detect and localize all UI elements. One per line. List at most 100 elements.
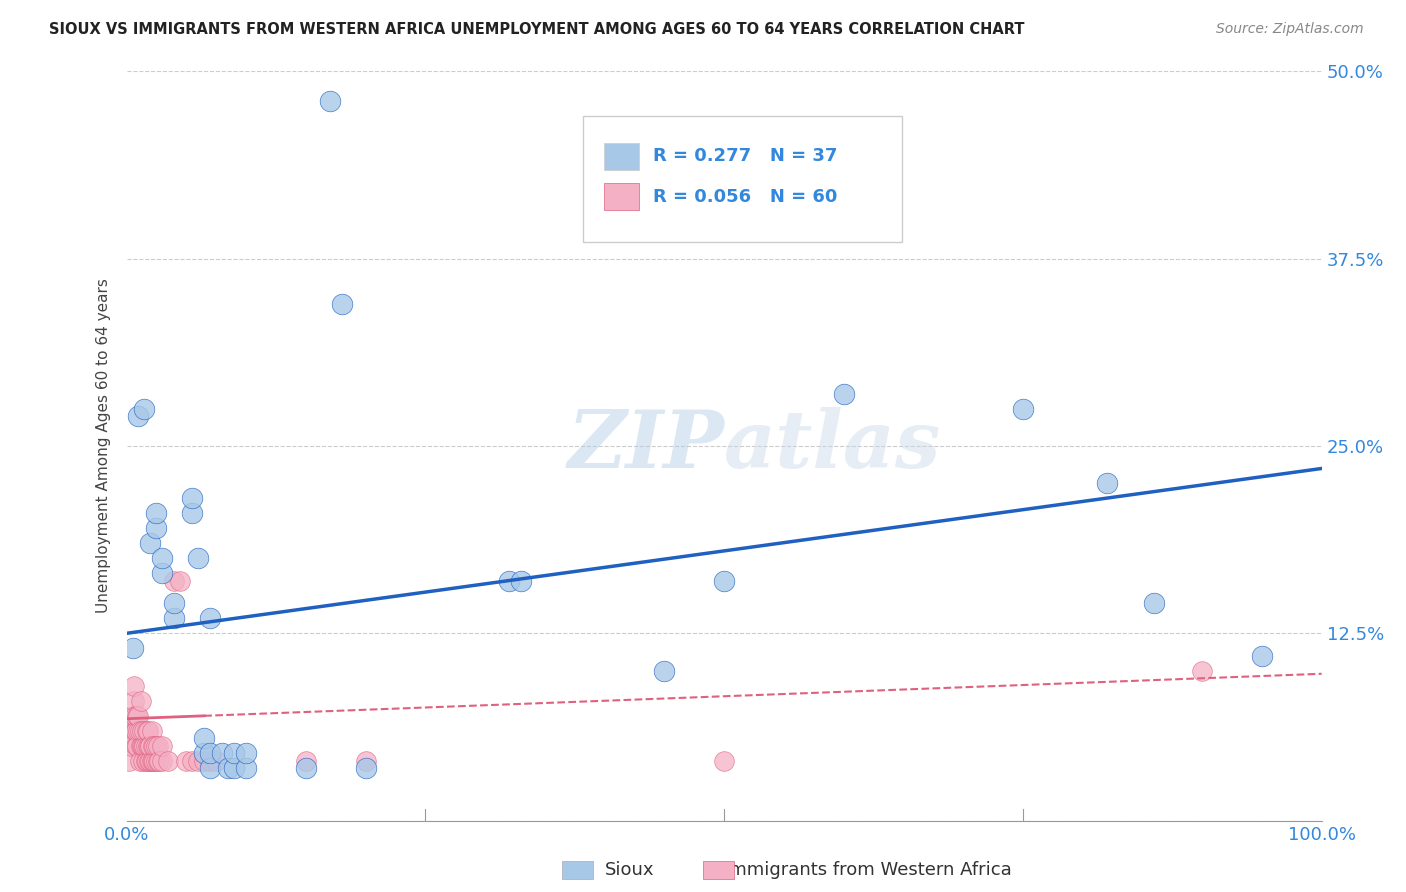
Point	[1095, 476, 1118, 491]
Point	[187, 754, 209, 768]
Point	[131, 723, 153, 738]
Text: R = 0.277   N = 37: R = 0.277 N = 37	[654, 147, 838, 165]
Point	[294, 754, 316, 768]
Point	[148, 754, 170, 768]
Y-axis label: Unemployment Among Ages 60 to 64 years: Unemployment Among Ages 60 to 64 years	[96, 278, 111, 614]
Point	[235, 761, 257, 775]
Text: ZIP: ZIP	[567, 408, 724, 484]
Point	[330, 296, 353, 310]
Point	[135, 739, 157, 753]
Point	[146, 739, 169, 753]
Point	[150, 566, 174, 581]
Text: Immigrants from Western Africa: Immigrants from Western Africa	[724, 861, 1012, 879]
Point	[121, 641, 143, 656]
Point	[143, 739, 166, 753]
Point	[217, 761, 239, 775]
Point	[163, 611, 186, 625]
Point	[181, 507, 204, 521]
Point	[150, 551, 174, 566]
Point	[181, 491, 204, 506]
Point	[127, 708, 149, 723]
Point	[122, 694, 145, 708]
Point	[141, 723, 163, 738]
Point	[211, 746, 233, 760]
Point	[128, 723, 150, 738]
Point	[205, 754, 228, 768]
Point	[125, 723, 148, 738]
Point	[143, 754, 166, 768]
Point	[129, 694, 152, 708]
Text: R = 0.056   N = 60: R = 0.056 N = 60	[654, 187, 838, 205]
Point	[354, 761, 377, 775]
Point	[141, 754, 163, 768]
Point	[713, 754, 735, 768]
Point	[122, 679, 145, 693]
Text: Sioux: Sioux	[605, 861, 654, 879]
Point	[1011, 401, 1033, 416]
Text: atlas: atlas	[724, 408, 942, 484]
Point	[157, 754, 180, 768]
Point	[222, 746, 246, 760]
Point	[163, 574, 186, 588]
Point	[1191, 664, 1213, 678]
Point	[193, 746, 215, 760]
Point	[294, 761, 316, 775]
Point	[136, 723, 159, 738]
Point	[124, 723, 146, 738]
Point	[120, 723, 142, 738]
Point	[713, 574, 735, 588]
Point	[135, 754, 157, 768]
Point	[138, 739, 160, 753]
Point	[127, 723, 149, 738]
Point	[135, 723, 157, 738]
Point	[163, 596, 186, 610]
Point	[150, 739, 174, 753]
Point	[200, 746, 222, 760]
Point	[121, 708, 143, 723]
Point	[139, 536, 162, 550]
Point	[127, 739, 149, 753]
Point	[318, 95, 342, 109]
Point	[146, 754, 169, 768]
Point	[134, 723, 156, 738]
Point	[125, 739, 148, 753]
Point	[142, 739, 165, 753]
Point	[134, 401, 156, 416]
Point	[150, 754, 174, 768]
Point	[1250, 648, 1272, 663]
Point	[174, 754, 197, 768]
Point	[652, 664, 675, 678]
Point	[129, 739, 152, 753]
Point	[139, 754, 162, 768]
Point	[509, 574, 531, 588]
Point	[138, 754, 160, 768]
Point	[120, 739, 142, 753]
Point	[124, 708, 146, 723]
Point	[128, 754, 150, 768]
Point	[127, 708, 149, 723]
Point	[145, 754, 167, 768]
Point	[135, 754, 157, 768]
Point	[132, 739, 155, 753]
Point	[222, 761, 246, 775]
Point	[139, 739, 162, 753]
Text: SIOUX VS IMMIGRANTS FROM WESTERN AFRICA UNEMPLOYMENT AMONG AGES 60 TO 64 YEARS C: SIOUX VS IMMIGRANTS FROM WESTERN AFRICA …	[49, 22, 1025, 37]
Point	[136, 739, 159, 753]
Point	[127, 409, 149, 423]
Point	[134, 739, 156, 753]
Point	[235, 746, 257, 760]
Point	[145, 521, 167, 535]
Point	[145, 739, 167, 753]
Point	[193, 731, 215, 746]
Point	[131, 739, 153, 753]
Point	[187, 551, 209, 566]
Point	[498, 574, 520, 588]
Point	[193, 754, 215, 768]
Text: Source: ZipAtlas.com: Source: ZipAtlas.com	[1216, 22, 1364, 37]
Point	[200, 754, 222, 768]
Point	[1143, 596, 1166, 610]
Point	[181, 754, 204, 768]
Point	[354, 754, 377, 768]
Point	[142, 754, 165, 768]
Point	[200, 761, 222, 775]
